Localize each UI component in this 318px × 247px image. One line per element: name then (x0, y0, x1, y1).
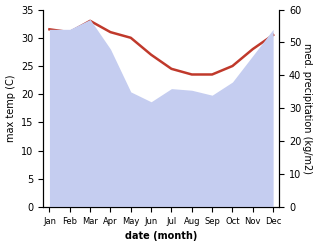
Y-axis label: max temp (C): max temp (C) (5, 75, 16, 142)
X-axis label: date (month): date (month) (125, 231, 197, 242)
Y-axis label: med. precipitation (kg/m2): med. precipitation (kg/m2) (302, 43, 313, 174)
